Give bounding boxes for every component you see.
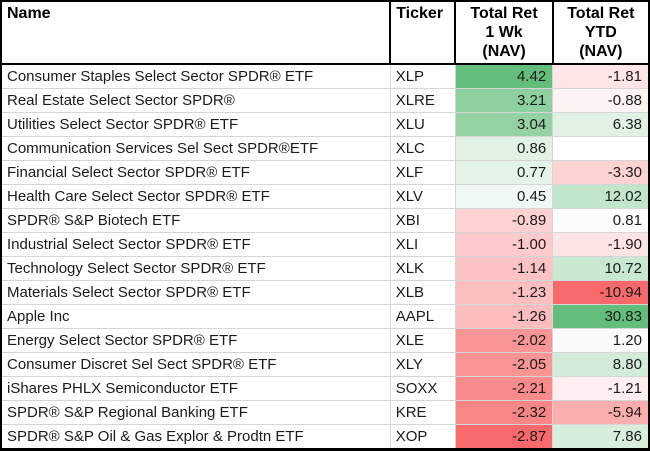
table-row: Consumer Discret Sel Sect SPDR® ETF XLY …: [0, 352, 650, 377]
cell-ret-1wk[interactable]: 0.45: [454, 184, 554, 209]
cell-ret-1wk[interactable]: 0.77: [454, 160, 554, 185]
cell-ret-1wk[interactable]: 3.04: [454, 112, 554, 137]
cell-ret-ytd[interactable]: -3.30: [552, 160, 650, 185]
cell-ret-ytd[interactable]: 10.72: [552, 256, 650, 281]
cell-ret-ytd[interactable]: 7.86: [552, 424, 650, 450]
cell-ret-ytd[interactable]: -1.90: [552, 232, 650, 257]
cell-ret-1wk[interactable]: -1.00: [454, 232, 554, 257]
table-row: Real Estate Select Sector SPDR® XLRE 3.2…: [0, 88, 650, 113]
cell-ret-1wk[interactable]: -1.26: [454, 304, 554, 329]
cell-ret-ytd[interactable]: -10.94: [552, 280, 650, 305]
cell-ret-1wk[interactable]: -2.32: [454, 400, 554, 425]
cell-name[interactable]: Technology Select Sector SPDR® ETF: [0, 256, 391, 281]
cell-ret-1wk[interactable]: -2.05: [454, 352, 554, 377]
table-row: Utilities Select Sector SPDR® ETF XLU 3.…: [0, 112, 650, 137]
cell-ret-1wk[interactable]: -2.87: [454, 424, 554, 450]
cell-ret-ytd[interactable]: 6.38: [552, 112, 650, 137]
cell-ret-1wk[interactable]: -0.89: [454, 208, 554, 233]
table-row: SPDR® S&P Biotech ETF XBI -0.89 0.81: [0, 208, 650, 233]
cell-ret-ytd[interactable]: -1.81: [552, 63, 650, 89]
table-row: Industrial Select Sector SPDR® ETF XLI -…: [0, 232, 650, 257]
cell-name[interactable]: Financial Select Sector SPDR® ETF: [0, 160, 391, 185]
table-row: Communication Services Sel Sect SPDR®ETF…: [0, 136, 650, 161]
cell-name[interactable]: Consumer Discret Sel Sect SPDR® ETF: [0, 352, 391, 377]
cell-ticker[interactable]: KRE: [389, 400, 456, 425]
table-row: Energy Select Sector SPDR® ETF XLE -2.02…: [0, 328, 650, 353]
cell-name[interactable]: SPDR® S&P Oil & Gas Explor & Prodtn ETF: [0, 424, 391, 450]
table-row: SPDR® S&P Regional Banking ETF KRE -2.32…: [0, 400, 650, 425]
table-row: Technology Select Sector SPDR® ETF XLK -…: [0, 256, 650, 281]
cell-name[interactable]: Health Care Select Sector SPDR® ETF: [0, 184, 391, 209]
cell-ret-ytd[interactable]: -1.21: [552, 376, 650, 401]
table-row: SPDR® S&P Oil & Gas Explor & Prodtn ETF …: [0, 424, 650, 450]
header-row: Name Ticker Total Ret 1 Wk (NAV) Total R…: [0, 0, 650, 65]
cell-name[interactable]: Utilities Select Sector SPDR® ETF: [0, 112, 391, 137]
cell-ret-ytd[interactable]: 1.20: [552, 328, 650, 353]
cell-ticker[interactable]: XLP: [389, 63, 456, 89]
cell-ticker[interactable]: AAPL: [389, 304, 456, 329]
column-header-ret-ytd[interactable]: Total Ret YTD (NAV): [551, 0, 650, 65]
cell-ticker[interactable]: XLF: [389, 160, 456, 185]
cell-ticker[interactable]: SOXX: [389, 376, 456, 401]
cell-name[interactable]: Materials Select Sector SPDR® ETF: [0, 280, 391, 305]
cell-name[interactable]: Consumer Staples Select Sector SPDR® ETF: [0, 63, 391, 89]
cell-ticker[interactable]: XLK: [389, 256, 456, 281]
cell-ticker[interactable]: XLI: [389, 232, 456, 257]
table-row: Financial Select Sector SPDR® ETF XLF 0.…: [0, 160, 650, 185]
cell-ret-ytd[interactable]: 30.83: [552, 304, 650, 329]
cell-ret-ytd[interactable]: -5.94: [552, 400, 650, 425]
column-header-ticker[interactable]: Ticker: [389, 0, 457, 65]
cell-ret-ytd[interactable]: 8.80: [552, 352, 650, 377]
cell-ret-ytd[interactable]: 0.81: [552, 208, 650, 233]
column-header-name[interactable]: Name: [0, 0, 392, 65]
cell-ticker[interactable]: XLRE: [389, 88, 456, 113]
cell-ret-1wk[interactable]: 0.86: [454, 136, 554, 161]
cell-name[interactable]: Apple Inc: [0, 304, 391, 329]
cell-name[interactable]: Energy Select Sector SPDR® ETF: [0, 328, 391, 353]
cell-ticker[interactable]: XLU: [389, 112, 456, 137]
column-header-ret-1wk[interactable]: Total Ret 1 Wk (NAV): [454, 0, 554, 65]
cell-ticker[interactable]: XLE: [389, 328, 456, 353]
cell-ret-ytd[interactable]: 12.02: [552, 184, 650, 209]
cell-ticker[interactable]: XLB: [389, 280, 456, 305]
cell-name[interactable]: SPDR® S&P Biotech ETF: [0, 208, 391, 233]
cell-ret-ytd[interactable]: -0.88: [552, 88, 650, 113]
cell-ret-1wk[interactable]: -1.23: [454, 280, 554, 305]
cell-name[interactable]: iShares PHLX Semiconductor ETF: [0, 376, 391, 401]
cell-name[interactable]: SPDR® S&P Regional Banking ETF: [0, 400, 391, 425]
cell-name[interactable]: Communication Services Sel Sect SPDR®ETF: [0, 136, 391, 161]
table-row: Consumer Staples Select Sector SPDR® ETF…: [0, 63, 650, 89]
cell-ret-1wk[interactable]: 3.21: [454, 88, 554, 113]
cell-ret-1wk[interactable]: -2.21: [454, 376, 554, 401]
cell-ticker[interactable]: XOP: [389, 424, 456, 450]
table-row: Apple Inc AAPL -1.26 30.83: [0, 304, 650, 329]
cell-name[interactable]: Industrial Select Sector SPDR® ETF: [0, 232, 391, 257]
cell-ret-1wk[interactable]: -1.14: [454, 256, 554, 281]
table-row: Health Care Select Sector SPDR® ETF XLV …: [0, 184, 650, 209]
cell-ticker[interactable]: XBI: [389, 208, 456, 233]
cell-ticker[interactable]: XLC: [389, 136, 456, 161]
cell-name[interactable]: Real Estate Select Sector SPDR®: [0, 88, 391, 113]
cell-ticker[interactable]: XLY: [389, 352, 456, 377]
cell-ret-1wk[interactable]: 4.42: [454, 63, 554, 89]
table-row: iShares PHLX Semiconductor ETF SOXX -2.2…: [0, 376, 650, 401]
cell-ret-1wk[interactable]: -2.02: [454, 328, 554, 353]
cell-ret-ytd[interactable]: [552, 136, 650, 161]
table-row: Materials Select Sector SPDR® ETF XLB -1…: [0, 280, 650, 305]
cell-ticker[interactable]: XLV: [389, 184, 456, 209]
